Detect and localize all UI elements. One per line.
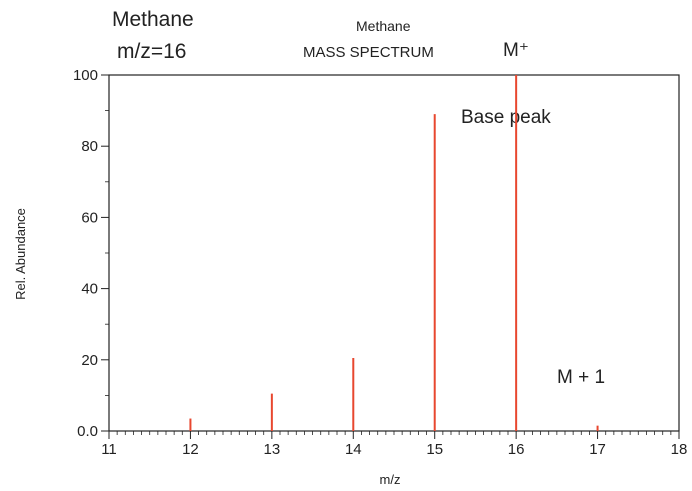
y-tick-label: 0.0 (77, 423, 98, 440)
x-axis-label: m/z (380, 472, 401, 487)
y-axis-label: Rel. Abundance (13, 208, 28, 300)
spectrum-compound: Methane (356, 18, 411, 34)
base-peak-annotation: Base peak (461, 107, 551, 128)
y-tick-label: 40 (81, 281, 98, 298)
x-tick-label: 11 (101, 441, 117, 458)
x-tick-label: 15 (426, 441, 443, 458)
y-tick-label: 80 (81, 138, 98, 155)
compound-name: Methane (112, 8, 194, 31)
molecular-ion-annotation: M⁺ (503, 40, 529, 61)
molecular-mass-label: m/z=16 (117, 40, 187, 63)
plot-frame (108, 74, 680, 432)
x-tick-label: 16 (508, 441, 525, 458)
spectrum-title: MASS SPECTRUM (303, 44, 434, 61)
y-tick-label: 60 (81, 209, 98, 226)
y-tick-label: 20 (81, 352, 98, 369)
x-tick-label: 14 (345, 441, 362, 458)
x-tick-label: 13 (264, 441, 281, 458)
x-tick-label: 12 (182, 441, 199, 458)
x-tick-label: 17 (589, 441, 606, 458)
isotope-peak-annotation: M + 1 (557, 367, 606, 388)
y-tick-label: 100 (73, 67, 98, 84)
x-tick-label: 18 (671, 441, 688, 458)
